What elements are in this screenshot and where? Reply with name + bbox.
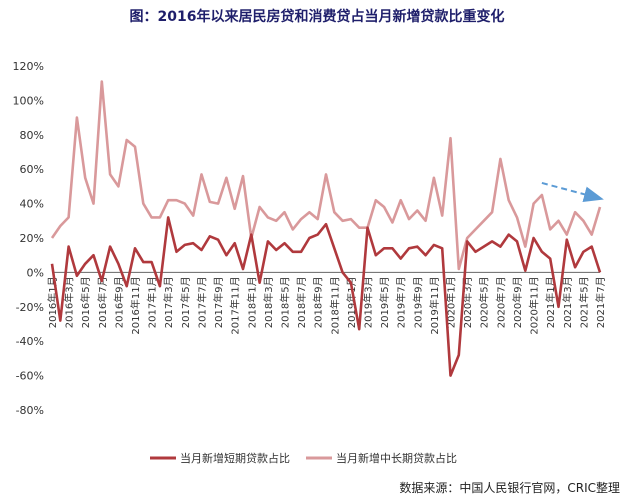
- y-tick-label: 60%: [20, 163, 44, 176]
- x-tick-label: 2016年9月: [112, 276, 125, 328]
- x-tick-label: 2016年11月: [129, 276, 142, 334]
- y-axis: -80% -60% -40% -20% 0% 20% 40% 60% 80% 100% 120%: [13, 60, 600, 417]
- x-axis: 2016年1月 2016年3月 2016年5月 2016年7月 2016年9月 2016年…: [46, 276, 607, 334]
- x-tick-label: 2017年9月: [212, 276, 225, 328]
- x-tick-label: 2018年11月: [328, 276, 341, 334]
- y-tick-label: 20%: [20, 232, 44, 245]
- y-tick-label: -80%: [16, 404, 44, 417]
- x-tick-label: 2017年3月: [162, 276, 175, 328]
- x-tick-label: 2019年3月: [362, 276, 375, 328]
- x-tick-label: 2019年1月: [345, 276, 358, 328]
- y-tick-label: 120%: [13, 60, 44, 73]
- x-tick-label: 2018年3月: [262, 276, 275, 328]
- x-tick-label: 2018年1月: [245, 276, 258, 328]
- x-tick-label: 2019年11月: [428, 276, 441, 334]
- y-tick-label: -60%: [16, 370, 44, 383]
- x-tick-label: 2020年11月: [528, 276, 541, 334]
- legend-label-short-term: 当月新增短期贷款占比: [180, 451, 290, 465]
- chart-title: 图：2016年以来居民房贷和消费贷占当月新增贷款比重变化: [129, 9, 505, 25]
- source-note: 数据来源：中国人民银行官网，CRIC整理: [399, 481, 620, 495]
- series-line-long-term: [50, 80, 602, 271]
- series-line-short-term: [50, 216, 602, 377]
- x-tick-label: 2021年3月: [561, 276, 574, 328]
- x-tick-label: 2016年7月: [96, 276, 109, 328]
- x-tick-label: 2020年7月: [494, 276, 507, 328]
- legend-label-long-term: 当月新增中长期贷款占比: [336, 451, 457, 465]
- x-tick-label: 2018年5月: [278, 276, 291, 328]
- x-tick-label: 2017年11月: [229, 276, 242, 334]
- x-tick-label: 2021年5月: [577, 276, 590, 328]
- legend: 当月新增短期贷款占比 当月新增中长期贷款占比: [150, 451, 457, 465]
- x-tick-label: 2017年7月: [195, 276, 208, 328]
- series-layer: [50, 80, 602, 377]
- x-tick-label: 2018年7月: [295, 276, 308, 328]
- x-tick-label: 2020年9月: [511, 276, 524, 328]
- y-tick-label: 80%: [20, 129, 44, 142]
- x-tick-label: 2019年5月: [378, 276, 391, 328]
- x-tick-label: 2021年1月: [544, 276, 557, 328]
- x-tick-label: 2021年7月: [594, 276, 607, 328]
- y-tick-label: -40%: [16, 335, 44, 348]
- y-tick-label: 0%: [27, 266, 44, 279]
- annotation-layer: [541, 181, 604, 203]
- y-tick-label: 100%: [13, 94, 44, 107]
- x-tick-label: 2016年5月: [79, 276, 92, 328]
- x-tick-label: 2017年5月: [179, 276, 192, 328]
- y-tick-label: 40%: [20, 198, 44, 211]
- x-tick-label: 2019年9月: [411, 276, 424, 328]
- x-tick-label: 2020年5月: [478, 276, 491, 328]
- x-tick-label: 2019年7月: [395, 276, 408, 328]
- trend-arrow: [541, 181, 604, 203]
- x-tick-label: 2017年1月: [146, 276, 159, 328]
- y-tick-label: -20%: [16, 301, 44, 314]
- x-tick-label: 2018年9月: [312, 276, 325, 328]
- x-tick-label: 2016年3月: [63, 276, 76, 328]
